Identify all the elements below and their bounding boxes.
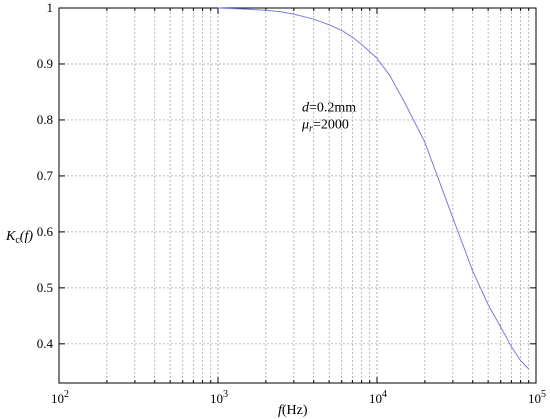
annotation: d=0.2mm: [302, 101, 356, 116]
x-tick-label: 102: [51, 389, 69, 406]
series-line: [217, 7, 530, 370]
y-tick-label: 0.5: [37, 280, 53, 295]
y-tick-label: 0.6: [37, 224, 54, 239]
x-tick-label: 104: [369, 389, 387, 406]
annotation-italic: d: [302, 101, 310, 116]
x-tick-label-exp: 5: [541, 389, 546, 400]
annotation-rest: =0.2mm: [309, 101, 356, 116]
y-tick-label: 0.7: [37, 168, 54, 183]
plot-frame: [58, 7, 537, 384]
x-axis-label-rest: (Hz): [282, 403, 308, 418]
x-axis-label-italic: f: [278, 403, 284, 418]
x-tick-label-exp: 3: [223, 389, 228, 400]
x-tick-label-base: 10: [369, 391, 382, 406]
y-tick-label: 0.4: [37, 336, 54, 351]
x-axis-label: f(Hz): [278, 403, 308, 418]
x-tick-label: 103: [210, 389, 228, 406]
annotation-italic: μ: [301, 117, 309, 132]
y-tick-label: 0.8: [37, 112, 53, 127]
x-tick-label-exp: 4: [382, 389, 387, 400]
annotation: μr=2000: [301, 117, 349, 134]
annotation-sub: r: [309, 123, 313, 134]
y-axis-label-sub: c: [15, 235, 20, 246]
x-tick-label-base: 10: [210, 391, 223, 406]
x-tick-label-exp: 2: [64, 389, 69, 400]
series-layer: [217, 7, 530, 370]
y-axis-label-arg: (f): [20, 229, 34, 244]
x-tick-label: 105: [528, 389, 546, 406]
x-tick-label-base: 10: [528, 391, 541, 406]
y-tick-label: 1: [47, 0, 54, 15]
y-tick-label: 0.9: [37, 56, 53, 71]
annotation-rest: =2000: [313, 117, 349, 132]
y-axis-label: Kc(f): [5, 229, 33, 246]
x-tick-label-base: 10: [51, 391, 64, 406]
y-axis-label-main: K: [5, 229, 16, 244]
grid-layer: [59, 8, 536, 383]
